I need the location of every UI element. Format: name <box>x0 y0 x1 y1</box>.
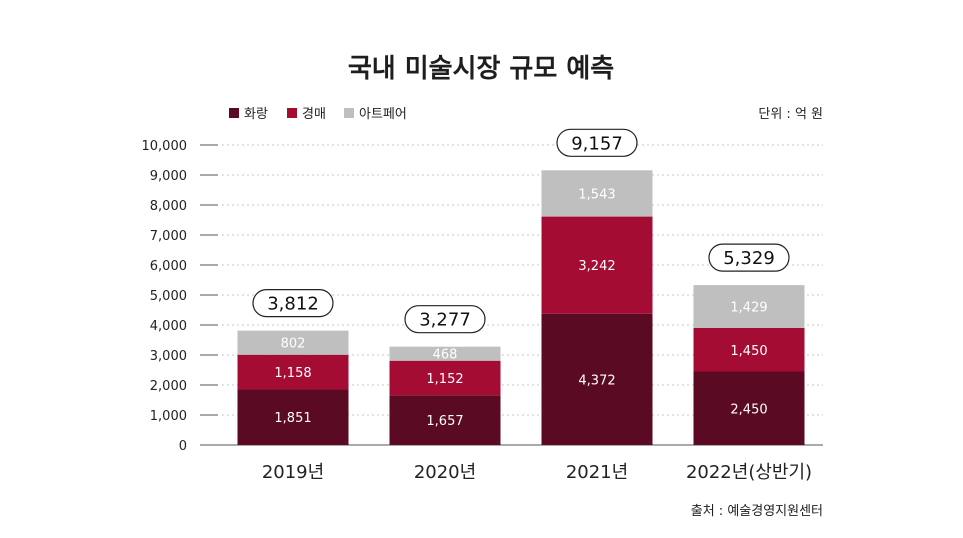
bar-segment-hwarang <box>389 395 501 445</box>
legend: 화랑 경매 아트페어 <box>229 107 407 122</box>
segment-value-label: 1,450 <box>730 344 767 359</box>
legend-swatch-hwarang <box>229 108 239 118</box>
bar-segment-auction <box>693 328 805 372</box>
bar-segment-artfair <box>541 170 653 217</box>
segment-value-label: 3,242 <box>578 259 615 274</box>
source-note: 출처 : 예술경영지원센터 <box>691 504 823 519</box>
bar-segment-hwarang <box>693 371 805 445</box>
ytick-label: 9,000 <box>150 169 187 184</box>
segment-value-label: 802 <box>281 337 306 352</box>
legend-label-auction: 경매 <box>302 107 326 122</box>
bar-segment-artfair <box>237 330 349 355</box>
total-value-label: 9,157 <box>571 133 623 154</box>
bar-segment-auction <box>389 360 501 396</box>
chart-title: 국내 미술시장 규모 예측 <box>348 54 614 84</box>
unit-label: 단위 : 억 원 <box>758 107 823 122</box>
ytick-label: 7,000 <box>150 229 187 244</box>
bar-segment-artfair <box>389 346 501 361</box>
bar-segment-auction <box>237 354 349 390</box>
segment-value-label: 1,152 <box>426 372 463 387</box>
segment-labels: 1,851 1,158 802 1,657 1,152 468 4,372 3,242 1,54… <box>274 187 767 429</box>
segment-value-label: 1,851 <box>274 411 311 426</box>
segment-value-label: 4,372 <box>578 373 615 388</box>
total-bubble <box>252 289 334 318</box>
total-value-label: 3,277 <box>419 310 471 331</box>
y-axis: 0 1,000 2,000 3,000 4,000 5,000 6,000 7,000 8,00… <box>142 139 188 454</box>
category-label: 2022년(상반기) <box>686 462 812 483</box>
segment-value-label: 2,450 <box>730 402 767 417</box>
total-bubble <box>708 243 790 272</box>
ytick-label: 5,000 <box>150 289 187 304</box>
bar-segment-artfair <box>693 285 805 328</box>
bar-segment-auction <box>541 216 653 314</box>
segment-value-label: 1,158 <box>274 366 311 381</box>
segment-value-label: 1,543 <box>578 187 615 202</box>
ytick-label: 6,000 <box>150 259 187 274</box>
ytick-label: 3,000 <box>150 349 187 364</box>
ytick-label: 8,000 <box>150 199 187 214</box>
legend-swatch-auction <box>287 108 297 118</box>
legend-swatch-artfair <box>344 108 354 118</box>
segment-value-label: 1,429 <box>730 301 767 316</box>
ytick-label: 4,000 <box>150 319 187 334</box>
legend-label-hwarang: 화랑 <box>244 107 268 122</box>
bar-segment-hwarang <box>237 389 349 445</box>
bars <box>237 170 805 445</box>
category-label: 2020년 <box>414 462 476 483</box>
bar-segment-hwarang <box>541 313 653 445</box>
total-bubble <box>556 128 638 157</box>
category-label: 2019년 <box>262 462 324 483</box>
ytick-label: 0 <box>179 439 187 454</box>
legend-label-artfair: 아트페어 <box>359 107 407 122</box>
total-bubble <box>404 305 486 334</box>
ytick-label: 10,000 <box>142 139 188 154</box>
ytick-label: 2,000 <box>150 379 187 394</box>
total-value-label: 5,329 <box>723 248 775 269</box>
x-axis: 2019년 2020년 2021년 2022년(상반기) <box>262 462 812 483</box>
ytick-label: 1,000 <box>150 409 187 424</box>
segment-value-label: 468 <box>433 348 458 363</box>
segment-value-label: 1,657 <box>426 414 463 429</box>
category-label: 2021년 <box>566 462 628 483</box>
total-labels: 3,812 3,277 9,157 5,329 <box>252 128 790 334</box>
total-value-label: 3,812 <box>267 294 319 315</box>
